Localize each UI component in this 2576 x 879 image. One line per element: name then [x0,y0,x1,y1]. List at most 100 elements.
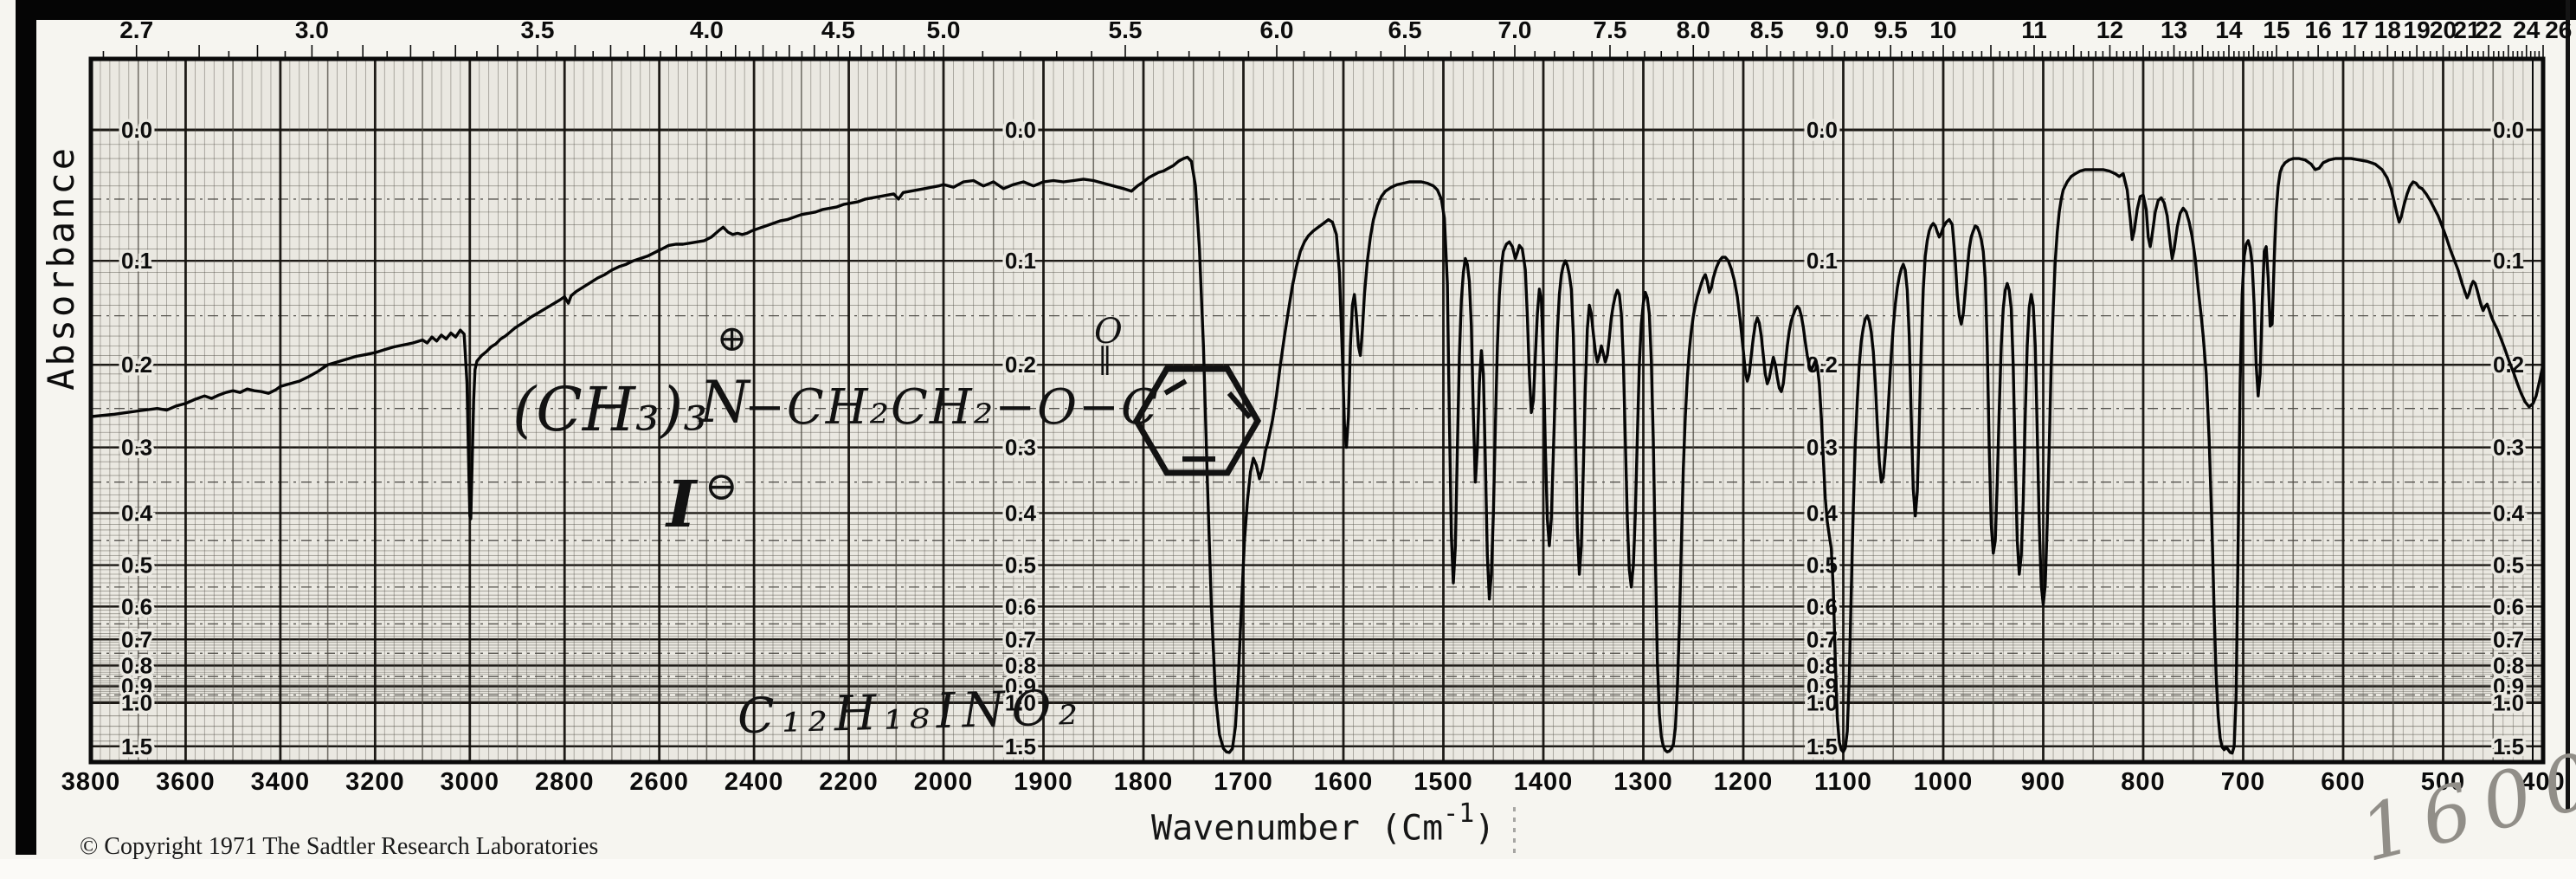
scan-smudge [1513,807,1516,857]
y-tick-label: 0.3 [1005,435,1036,461]
plot-paper [91,59,2543,762]
ir-spectrum-chart: 2.7 3.0 3.5 4.0 4.5 5.0 5.5 6.0 6.5 7.0 7.5 8.0 8.5 9… [61,16,2573,796]
handwritten-structure-annotation: (CH₃)₃ N ⊕ −CH₂CH₂−O−C O ‖ [512,312,1262,554]
handwritten-molecular-formula: C₁₂H₁₈INO₂ [737,679,1085,746]
y-tick-label: 0.5 [121,553,152,578]
y-tick-label: 0.4 [1005,500,1037,526]
x-tick-label: 1900 [1014,768,1073,796]
micron-tick-label: 9.0 [1815,16,1849,43]
double-bond-icon: ‖ [1098,341,1112,376]
y-tick-label: 0.1 [2493,248,2524,274]
micron-tick-label: 4.5 [821,16,855,43]
x-tick-label: 2400 [724,768,784,796]
micron-tick-label: 13 [2161,16,2187,43]
y-tick-label: 0.6 [121,593,152,619]
y-tick-label: 0.9 [2493,673,2524,699]
x-tick-label: 800 [2121,768,2165,796]
micron-tick-label: 7.0 [1498,16,1532,43]
micron-tick-label: 22 [2475,16,2502,43]
y-tick-label: 0.2 [1806,352,1838,378]
micron-tick-label: 19 [2404,16,2431,43]
micron-tick-label: 6.5 [1388,16,1422,43]
micron-tick-label: 5.0 [927,16,961,43]
micron-tick-label: 8.0 [1677,16,1710,43]
plot-border [88,56,2546,765]
micron-tick-label: 11 [2021,16,2047,43]
micron-tick-label: 18 [2374,16,2401,43]
benzene-ring-icon [1132,365,1262,476]
y-tick-label: 0.7 [2493,626,2524,652]
structure-chain: −CH₂CH₂−O−C [744,379,1160,436]
structure-nitrogen: N [699,369,750,436]
x-tick-label: 600 [2321,768,2365,796]
y-tick-label: 0.3 [2493,435,2524,461]
y-tick-label: 0.5 [2493,553,2524,578]
iodide-symbol: I [667,468,697,542]
y-tick-label: 1.5 [121,734,152,759]
top-micron-ruler: 2.7 3.0 3.5 4.0 4.5 5.0 5.5 6.0 6.5 7.0 7.5 8.0 8.5 9… [102,16,2572,58]
x-tick-label: 2600 [629,768,689,796]
x-tick-label: 700 [2221,768,2265,796]
y-tick-label: 0.0 [121,117,152,143]
micron-tick-label: 3.5 [520,16,554,43]
x-axis-title-sup: -1 [1443,798,1475,829]
x-tick-label: 1100 [1814,768,1872,796]
left-border-bar [16,0,36,855]
micron-tick-label: 15 [2263,16,2289,43]
x-tick-label: 1300 [1613,768,1673,796]
micron-tick-label: 9.5 [1874,16,1908,43]
y-tick-label: 0.3 [121,435,152,461]
y-tick-label: 0.0 [1806,117,1838,143]
y-tick-label: 0.5 [1005,553,1036,578]
x-tick-label: 2200 [819,768,879,796]
y-tick-label: 1.0 [121,690,152,716]
micron-tick-label: 17 [2341,16,2368,43]
micron-tick-label: 26 [2545,16,2572,43]
x-tick-label: 3400 [251,768,311,796]
y-tick-label: 1.0 [2493,690,2524,716]
x-tick-label: 1000 [1914,768,1974,796]
y-tick-label: 0.0 [2493,117,2524,143]
y-tick-label: 0.1 [121,248,152,274]
scanned-chart-page: 2.7 3.0 3.5 4.0 4.5 5.0 5.5 6.0 6.5 7.0 7.5 8.0 8.5 9… [16,0,2576,879]
x-tick-label: 3200 [345,768,405,796]
y-tick-label: 0.9 [1005,673,1036,699]
structure-carbonyl-oxygen: O [1094,312,1123,352]
y-tick-label: 1.5 [2493,734,2524,759]
micron-tick-label: 3.0 [295,16,329,43]
right-border-line [2566,0,2570,812]
y-tick-label: 0.7 [121,626,152,652]
micron-tick-label: 21 [2453,16,2480,43]
y-tick-label: 0.7 [1806,626,1838,652]
bottom-wavenumber-labels: 3800 3600 3400 3200 3000 2800 2600 2400 2200 2000… [61,768,2565,796]
handwritten-counterion-annotation: I ⊖ [667,462,840,546]
y-tick-label: 0.0 [1005,117,1036,143]
micron-tick-label: 8.5 [1750,16,1784,43]
micron-tick-label: 4.0 [690,16,724,43]
micron-tick-label: 20 [2430,16,2457,43]
absorbance-scale-columns: 0.00.10.20.30.40.50.60.70.80.91.01.50.00… [119,114,2528,763]
x-tick-label: 3000 [441,768,500,796]
y-tick-label: 0.8 [1005,653,1036,679]
x-tick-label: 1200 [1714,768,1774,796]
y-tick-label: 1.0 [1806,690,1838,716]
x-axis-title-main: Wavenumber (Cm [1151,808,1444,849]
y-tick-label: 0.8 [2493,653,2524,679]
y-tick-label: 0.1 [1005,248,1036,274]
x-tick-label: 400 [2521,768,2565,796]
y-tick-label: 0.4 [121,500,153,526]
y-tick-label: 1.0 [1005,690,1036,716]
spectrum-curve [93,155,2541,755]
y-tick-label: 0.1 [1806,248,1838,274]
x-tick-label: 2800 [535,768,595,796]
y-tick-label: 0.4 [2493,500,2525,526]
y-tick-label: 0.6 [2493,593,2524,619]
y-tick-label: 0.4 [1806,500,1839,526]
structure-amine-group: (CH₃)₃ [512,374,708,445]
x-axis-title-close: ) [1474,808,1496,849]
y-tick-label: 0.6 [1005,593,1036,619]
micron-tick-label: 7.5 [1594,16,1627,43]
y-tick-label: 1.5 [1005,734,1036,759]
y-tick-label: 0.2 [1005,352,1036,378]
micron-tick-label: 14 [2215,16,2243,43]
